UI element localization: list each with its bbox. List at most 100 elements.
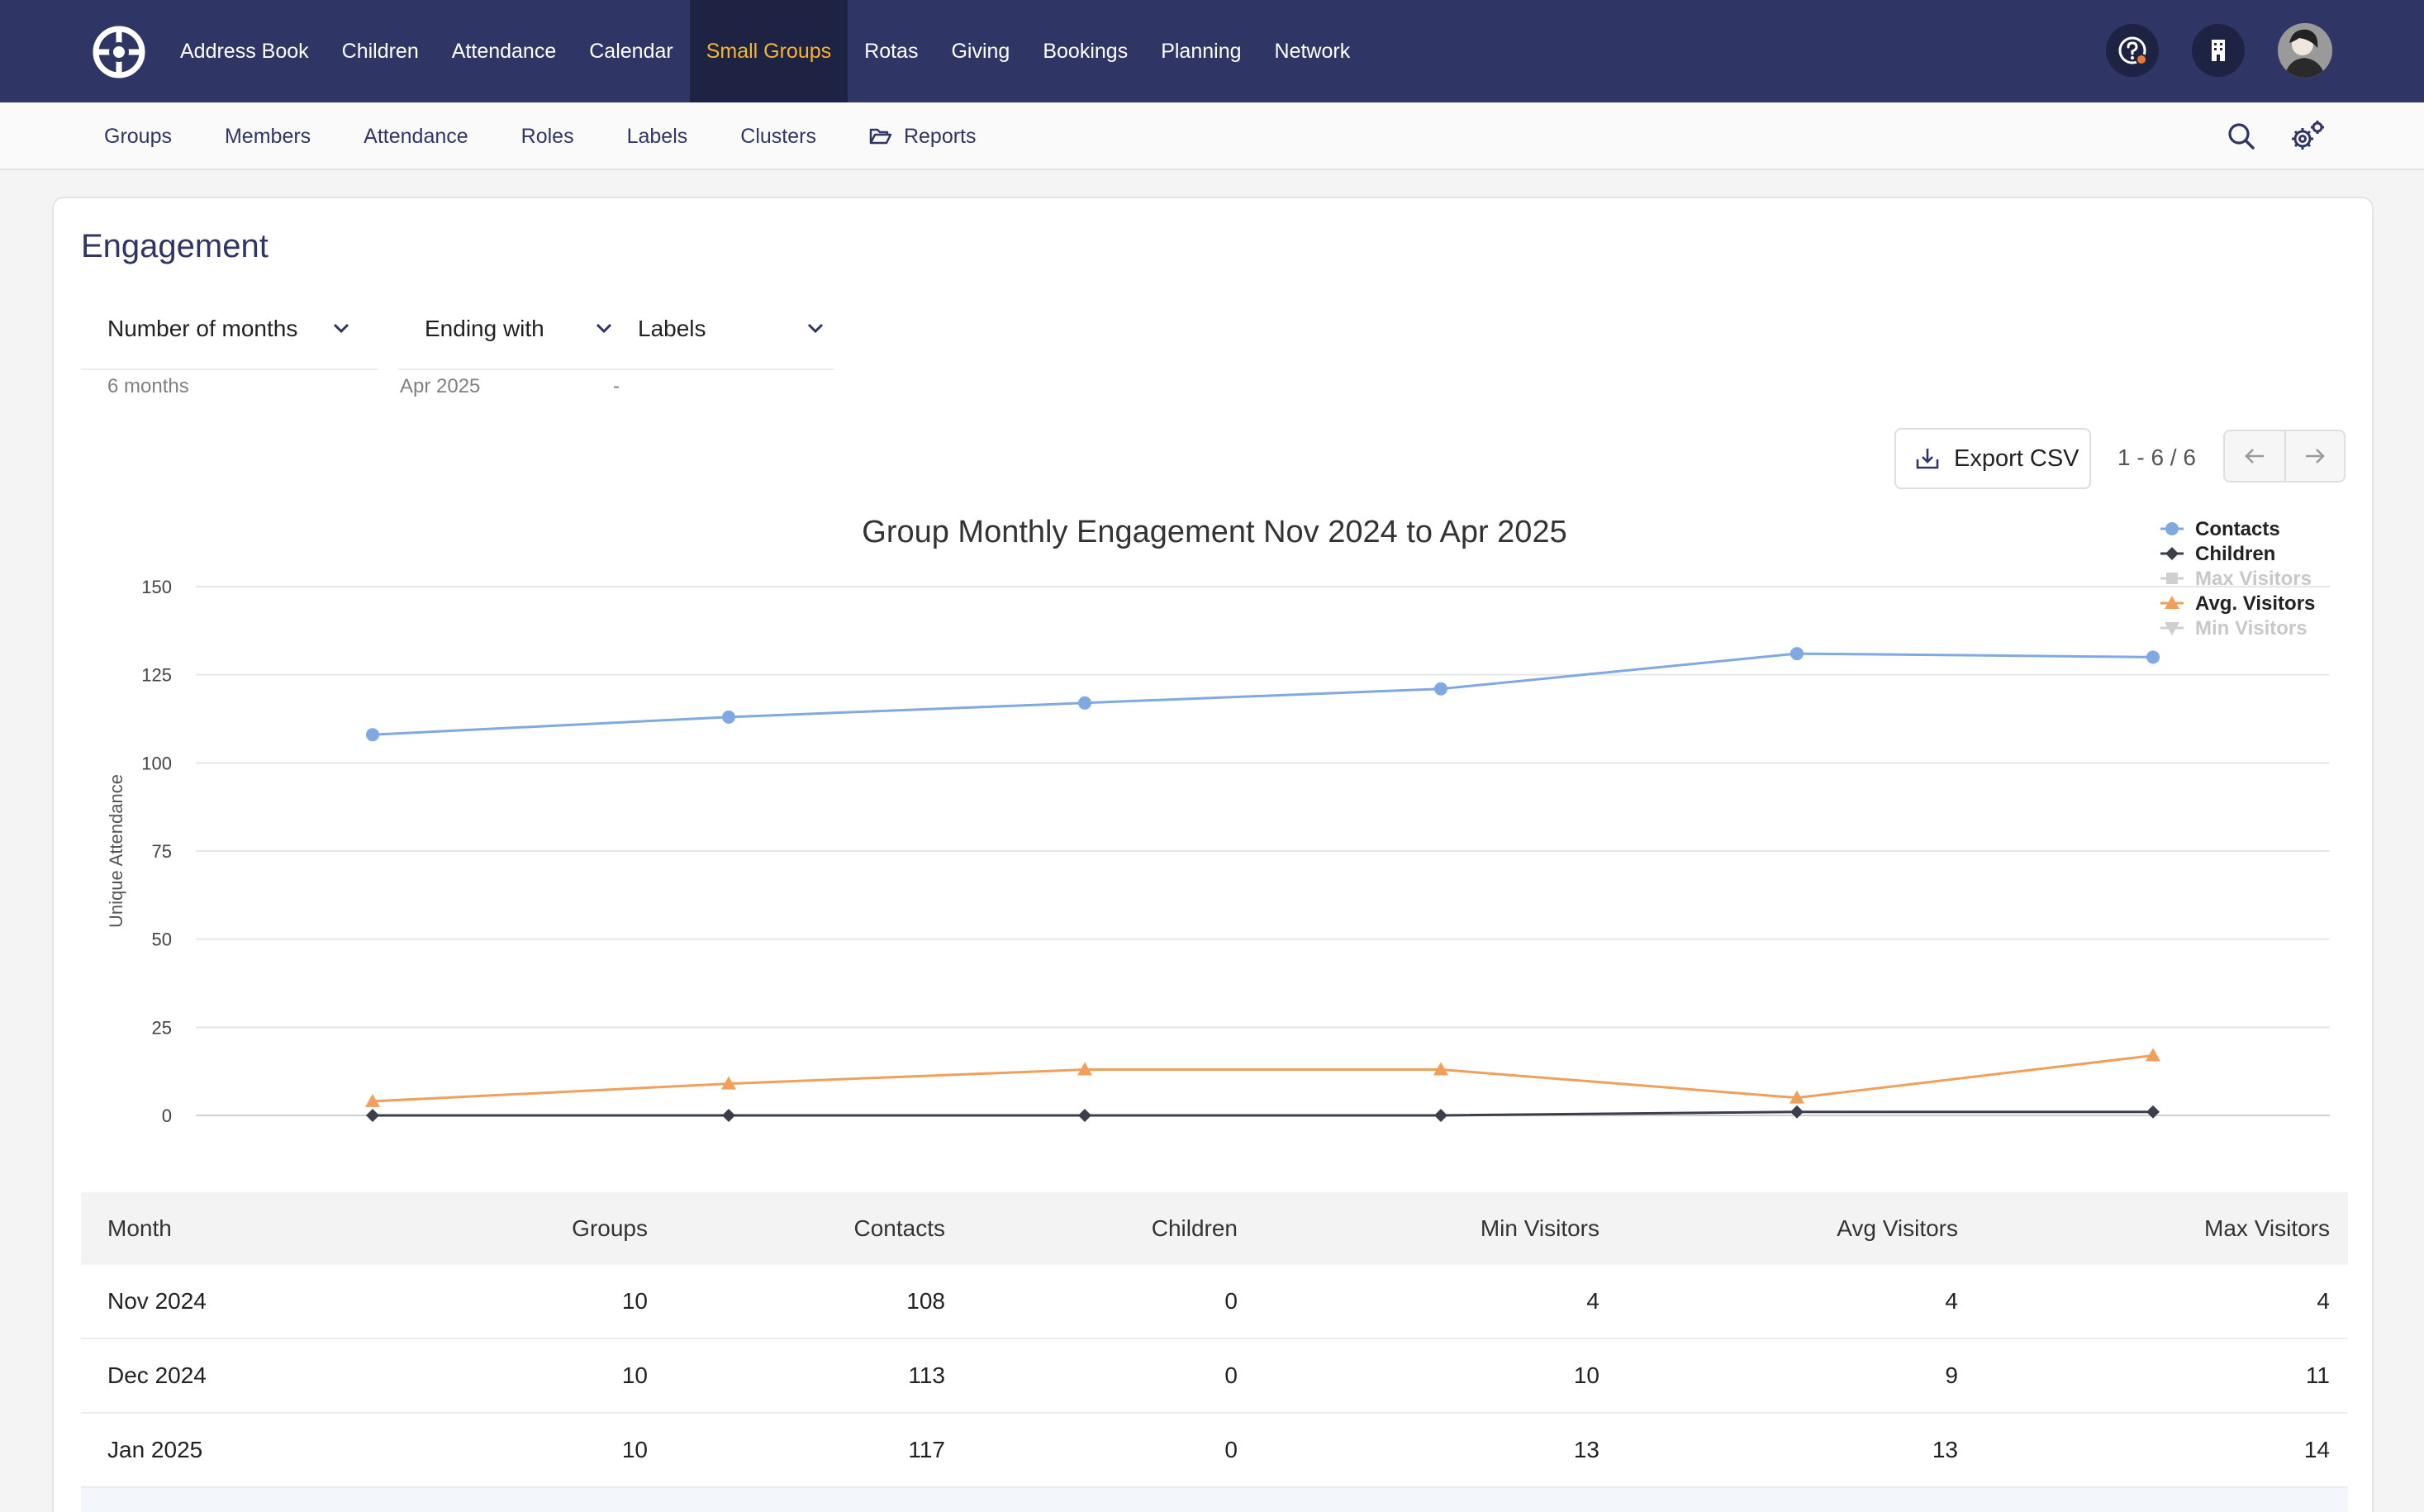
filter-labels[interactable]: Labels (611, 311, 834, 370)
export-csv-button[interactable]: Export CSV (1894, 428, 2091, 489)
subnav-attendance[interactable]: Attendance (337, 102, 495, 170)
filter-number-of-months[interactable]: Number of months (81, 311, 378, 370)
nav-network[interactable]: Network (1274, 39, 1351, 63)
building-icon[interactable] (2192, 24, 2245, 77)
table-row: Nov 2024 10 108 0 4 4 4 (81, 1265, 2348, 1339)
cell-groups: 10 (621, 1362, 648, 1388)
app-logo-icon[interactable] (92, 25, 146, 79)
filter-labels-value: - (613, 375, 620, 397)
subnav-roles[interactable]: Roles (495, 102, 601, 170)
search-icon[interactable] (2221, 116, 2262, 157)
filter-months-value: 6 months (107, 375, 189, 397)
data-point (1434, 1109, 1447, 1122)
cell-month: Jan 2025 (107, 1437, 203, 1462)
subnav-roles-label: Roles (520, 124, 574, 148)
column-header-avg-visitors[interactable]: Avg Visitors (1837, 1215, 1958, 1241)
chart-series (365, 647, 2160, 1122)
cell-max-visitors: 11 (2305, 1362, 2330, 1388)
legend-item[interactable]: Children (2160, 543, 2275, 565)
subnav-attendance-label: Attendance (364, 124, 468, 148)
nav-attendance[interactable]: Attendance (451, 39, 557, 63)
nav-small-groups[interactable]: Small Groups (689, 0, 848, 102)
legend-item[interactable]: Min Visitors (2160, 617, 2308, 640)
previous-page-button[interactable] (2225, 431, 2284, 481)
y-tick-label: 100 (141, 753, 172, 773)
nav-bookings[interactable]: Bookings (1043, 39, 1129, 63)
series-children (366, 1105, 2160, 1122)
nav-children[interactable]: Children (341, 39, 419, 63)
series-line (372, 652, 2154, 736)
nav-giving[interactable]: Giving (951, 39, 1010, 63)
subnav-members[interactable]: Members (198, 102, 337, 170)
help-icon[interactable] (2106, 24, 2159, 77)
page-title: Engagement (81, 228, 269, 264)
filter-ending-with[interactable]: Ending with (398, 311, 620, 370)
folder-open-icon (869, 128, 892, 145)
cell-month: Nov 2024 (107, 1288, 207, 1314)
cell-children: 0 (1224, 1362, 1238, 1388)
y-axis-label: Unique Attendance (106, 774, 126, 928)
data-point (1789, 1090, 1804, 1104)
chart-title: Group Monthly Engagement Nov 2024 to Apr… (862, 515, 1566, 549)
engagement-card: Engagement Number of months Ending with … (52, 197, 2374, 1512)
cell-groups: 10 (621, 1437, 648, 1462)
filter-labels-label: Labels (638, 316, 706, 341)
y-tick-label: 25 (152, 1017, 172, 1038)
subnav-groups[interactable]: Groups (78, 102, 198, 170)
data-point (2146, 650, 2160, 664)
subnav-labels[interactable]: Labels (601, 102, 715, 170)
settings-gears-icon[interactable] (2287, 116, 2328, 157)
column-header-children[interactable]: Children (1151, 1215, 1238, 1241)
legend-item[interactable]: Max Visitors (2160, 568, 2312, 590)
nav-address-book[interactable]: Address Book (180, 39, 309, 63)
legend-label: Children (2195, 543, 2275, 565)
subnav-labels-label: Labels (626, 124, 688, 148)
nav-calendar[interactable]: Calendar (589, 39, 673, 63)
series-line (372, 1053, 2154, 1103)
cell-month: Dec 2024 (107, 1362, 207, 1388)
export-csv-label: Export CSV (1954, 445, 2079, 472)
subnav-members-label: Members (224, 124, 311, 148)
column-header-contacts[interactable]: Contacts (853, 1215, 946, 1241)
nav-planning[interactable]: Planning (1161, 39, 1242, 63)
next-page-button[interactable] (2284, 431, 2344, 481)
legend-marker (2165, 622, 2179, 635)
cell-avg-visitors: 9 (1945, 1362, 1958, 1388)
legend-marker (2165, 522, 2179, 535)
table-row: Jan 2025 10 117 0 13 13 14 (81, 1414, 2348, 1488)
subnav-clusters[interactable]: Clusters (714, 102, 843, 170)
subnav-reports[interactable]: Reports (843, 102, 1003, 170)
sub-nav: Groups Members Attendance Roles Labels C… (78, 102, 1003, 170)
cell-min-visitors: 10 (1573, 1362, 1599, 1388)
legend-label: Avg. Visitors (2195, 592, 2315, 615)
data-point (1078, 1109, 1091, 1122)
pagination-range: 1 - 6 / 6 (2117, 445, 2196, 470)
column-header-min-visitors[interactable]: Min Visitors (1480, 1215, 1599, 1241)
subnav-groups-label: Groups (104, 124, 172, 148)
cell-groups: 10 (621, 1288, 648, 1314)
legend-item[interactable]: Contacts (2160, 518, 2280, 540)
subnav-clusters-label: Clusters (740, 124, 816, 148)
legend-item[interactable]: Avg. Visitors (2160, 592, 2315, 615)
data-point (1433, 1062, 1448, 1076)
nav-rotas[interactable]: Rotas (864, 39, 919, 63)
legend-marker (2166, 573, 2178, 584)
arrow-left-icon (2245, 449, 2264, 464)
column-header-groups[interactable]: Groups (572, 1215, 648, 1241)
table-header: Month Groups Contacts Children Min Visit… (81, 1192, 2348, 1265)
filter-ending-label: Ending with (425, 316, 544, 341)
y-tick-label: 150 (141, 577, 172, 597)
column-header-max-visitors[interactable]: Max Visitors (2204, 1215, 2330, 1241)
series-contacts (366, 647, 2160, 742)
data-point (1790, 647, 1804, 661)
filter-months-label: Number of months (107, 316, 298, 341)
column-header-month[interactable]: Month (107, 1215, 172, 1241)
y-tick-label: 125 (141, 665, 172, 686)
legend-marker (2165, 547, 2179, 560)
legend-label: Contacts (2195, 518, 2280, 540)
avatar[interactable] (2278, 23, 2332, 78)
cell-children: 0 (1224, 1288, 1238, 1314)
y-tick-label: 50 (152, 930, 172, 950)
engagement-table: Month Groups Contacts Children Min Visit… (81, 1192, 2348, 1512)
top-navigation-bar: Address Book Children Attendance Calenda… (0, 0, 2424, 102)
